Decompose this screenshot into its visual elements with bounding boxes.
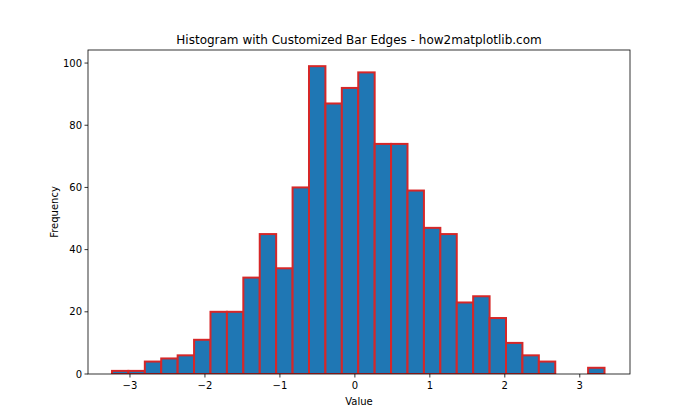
y-tick: [85, 374, 89, 375]
bar: [408, 191, 424, 374]
bar: [358, 72, 374, 374]
bars: [112, 66, 605, 374]
bar: [145, 362, 161, 374]
bar: [194, 340, 210, 374]
x-tick-label: 0: [352, 380, 358, 391]
x-axis-label: Value: [345, 396, 372, 407]
x-tick-label: −2: [198, 380, 213, 391]
y-tick-label: 40: [69, 244, 82, 255]
y-tick: [85, 187, 89, 188]
title: Histogram with Customized Bar Edges - ho…: [176, 33, 541, 47]
bar: [276, 268, 292, 374]
bar: [473, 296, 489, 374]
frame: [88, 50, 630, 374]
y-tick: [85, 125, 89, 126]
bar: [424, 228, 440, 374]
bar: [539, 362, 555, 374]
bar: [391, 144, 407, 374]
y-tick: [85, 63, 89, 64]
x-tick: [129, 374, 130, 378]
x-tick: [429, 374, 430, 378]
bar: [506, 343, 522, 374]
x-tick-label: −1: [273, 380, 288, 391]
x-tick: [279, 374, 280, 378]
y-tick: [85, 311, 89, 312]
bar: [178, 355, 194, 374]
bar: [227, 312, 243, 374]
bar: [440, 234, 456, 374]
bar: [128, 371, 144, 374]
y-tick-label: 20: [69, 306, 82, 317]
bar: [243, 278, 259, 374]
y-tick-label: 80: [69, 120, 82, 131]
bar: [293, 187, 309, 374]
bar: [325, 103, 341, 374]
x-tick-label: 2: [502, 380, 508, 391]
chart: −3 −2 −1 0 1 2 3 0 20 40 60 80 100 Histogram with Cus…: [0, 0, 700, 420]
bar: [161, 358, 177, 374]
bar: [260, 234, 276, 374]
bar: [522, 355, 538, 374]
x-tick-label: 1: [427, 380, 433, 391]
y-tick-label: 60: [69, 182, 82, 193]
x-tick: [204, 374, 205, 378]
bar: [342, 88, 358, 374]
bar: [309, 66, 325, 374]
background: [0, 0, 700, 420]
y-axis-label: Frequency: [49, 186, 60, 238]
x-tick: [504, 374, 505, 378]
bar: [588, 368, 604, 374]
bar: [112, 371, 128, 374]
x-tick: [354, 374, 355, 378]
bar: [375, 144, 391, 374]
y-tick-label: 100: [63, 58, 82, 69]
y-tick: [85, 249, 89, 250]
y-tick-label: 0: [76, 369, 82, 380]
x-tick-label: 3: [577, 380, 583, 391]
x-tick-label: −3: [123, 380, 138, 391]
x-tick: [579, 374, 580, 378]
bar: [490, 318, 506, 374]
bar: [457, 302, 473, 374]
bar: [210, 312, 226, 374]
